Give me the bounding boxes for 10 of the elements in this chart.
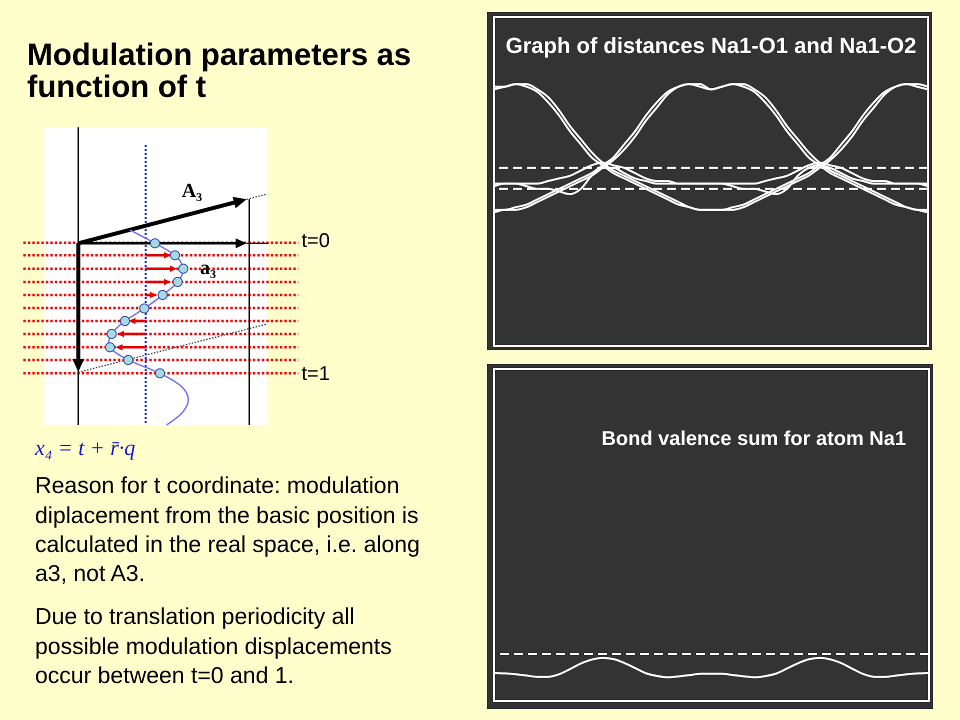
- text: a₃: [200, 256, 216, 280]
- text: t=0: [302, 230, 330, 253]
- chart-title: Graph of distances Na1-O1 and Na1-O2: [506, 33, 916, 58]
- text: x₄ = t + r̄·q: [35, 435, 136, 460]
- text: Due to translation periodicity all possible modulation displacements occur between t=0 and 1.: [35, 602, 393, 690]
- text: A₃: [182, 180, 202, 203]
- chart-title: Bond valence sum for atom Na1: [601, 428, 906, 450]
- text: Modulation parameters as function of t: [27, 37, 412, 104]
- text: Reason for t coordinate: modulation diplacement from the basic position is calculated in the real space, i.e. along a3, not A3.: [35, 471, 421, 588]
- text: t=1: [302, 363, 330, 386]
